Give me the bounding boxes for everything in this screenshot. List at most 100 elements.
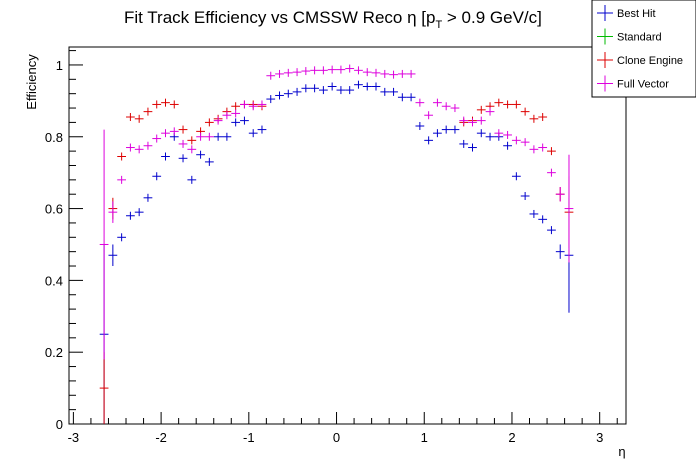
data-point	[547, 168, 556, 177]
data-point	[275, 69, 284, 78]
data-point	[538, 215, 548, 224]
data-point	[292, 68, 302, 77]
data-point	[468, 118, 477, 127]
x-tick-label: 2	[508, 430, 515, 445]
data-point	[169, 100, 179, 109]
data-point	[406, 69, 416, 78]
data-point	[134, 145, 144, 154]
data-point	[292, 87, 302, 96]
data-point	[547, 147, 556, 156]
legend-entry: Clone Engine	[597, 52, 683, 68]
data-point	[503, 100, 512, 109]
data-point	[468, 143, 477, 152]
data-point	[187, 136, 197, 145]
data-point	[318, 86, 328, 95]
data-point	[231, 109, 241, 118]
data-point	[476, 116, 486, 125]
data-point	[231, 118, 241, 127]
data-point	[354, 66, 363, 75]
data-point	[520, 138, 530, 147]
data-point	[134, 208, 144, 217]
data-point	[520, 107, 530, 116]
data-point	[371, 82, 381, 91]
data-point	[485, 107, 495, 116]
data-point	[169, 127, 179, 136]
data-point	[511, 100, 521, 109]
data-point	[503, 130, 512, 139]
data-point	[196, 132, 205, 141]
plot-frame	[68, 46, 627, 425]
data-point	[161, 152, 170, 161]
data-point	[196, 150, 205, 159]
x-tick-label: 0	[333, 430, 340, 445]
data-point	[389, 70, 398, 79]
data-point	[433, 129, 442, 138]
data-point	[213, 132, 223, 141]
data-point	[485, 132, 495, 141]
data-point	[143, 107, 153, 116]
data-point	[310, 84, 319, 93]
data-point	[126, 113, 135, 122]
data-point	[178, 125, 188, 134]
data-point	[240, 116, 249, 125]
data-point	[555, 244, 565, 259]
data-point	[152, 172, 162, 181]
legend-label: Clone Engine	[617, 55, 683, 67]
data-point	[257, 125, 267, 134]
data-point	[354, 80, 363, 89]
data-point	[459, 139, 469, 148]
chart-title: Fit Track Efficiency vs CMSSW Reco η [pT…	[124, 8, 542, 31]
data-point	[362, 82, 372, 91]
data-point	[318, 66, 328, 75]
data-point	[415, 98, 425, 107]
data-point	[406, 93, 416, 102]
data-point	[99, 352, 109, 424]
x-tick-label: 3	[596, 430, 603, 445]
data-point	[441, 102, 451, 111]
data-point	[529, 145, 539, 154]
legend-label: Full Vector	[617, 79, 669, 91]
data-point	[187, 145, 197, 154]
data-point	[178, 139, 188, 148]
data-point	[204, 157, 214, 166]
data-point	[327, 65, 337, 74]
data-point	[213, 116, 223, 125]
chart-title-text: Fit Track Efficiency vs CMSSW Reco η [pT…	[124, 8, 542, 31]
legend-box	[591, 0, 696, 98]
series-best-hit	[99, 80, 574, 424]
data-point	[547, 226, 556, 235]
data-point	[476, 105, 486, 114]
data-point	[380, 87, 390, 96]
data-point	[248, 129, 258, 138]
legend-label: Best Hit	[617, 8, 656, 20]
data-point	[178, 154, 188, 163]
data-point	[415, 121, 425, 130]
y-tick-label: 1	[56, 58, 63, 73]
data-point	[301, 67, 311, 76]
axis-ticks	[69, 50, 618, 425]
data-point	[108, 244, 118, 267]
y-tick-label: 0.4	[45, 273, 63, 288]
data-point	[424, 136, 434, 145]
data-point	[161, 98, 170, 107]
data-point	[538, 113, 548, 122]
data-point	[117, 175, 127, 184]
data-point	[143, 193, 153, 202]
data-point	[126, 211, 135, 220]
x-tick-label: -2	[155, 430, 167, 445]
data-point	[459, 116, 469, 125]
data-point	[99, 129, 109, 360]
y-tick-label: 0.8	[45, 130, 63, 145]
data-point	[283, 68, 293, 77]
data-point	[538, 143, 548, 152]
data-point	[564, 154, 574, 263]
legend-entry: Best Hit	[597, 5, 656, 21]
data-point	[204, 132, 214, 141]
y-tick-label: 0	[56, 417, 63, 432]
x-axis-label: η	[618, 444, 625, 459]
data-point	[240, 100, 249, 109]
y-tick-label: 0.2	[45, 345, 63, 360]
legend-entry: Standard	[597, 28, 662, 45]
data-point	[345, 64, 355, 73]
